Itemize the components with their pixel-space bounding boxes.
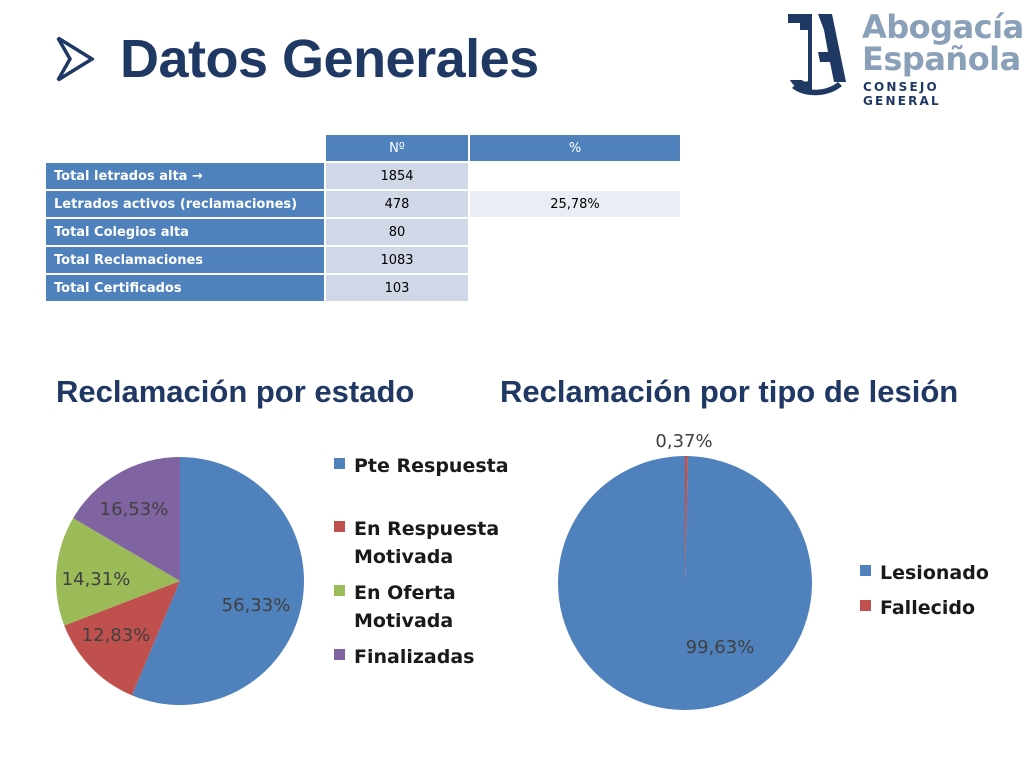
pie-data-label: 16,53% [100, 499, 169, 520]
chart-estado-title: Reclamación por estado [56, 374, 415, 409]
datos-table: Nº % Total letrados alta → 1854 Letrados… [44, 133, 682, 303]
logo-text-abogacia: Abogacía [862, 8, 1024, 46]
table-row-label: Total Certificados [46, 275, 324, 301]
legend-swatch [860, 600, 871, 611]
table-row-pct: 25,78% [470, 191, 680, 217]
pie-data-label: 56,33% [222, 595, 291, 616]
legend-swatch [334, 458, 345, 469]
legend-swatch [334, 521, 345, 532]
pie-slice [64, 581, 180, 696]
table-row-n: 478 [326, 191, 468, 217]
legend-swatch [334, 649, 345, 660]
table-row-n: 1083 [326, 247, 468, 273]
page-title: Datos Generales [120, 29, 539, 89]
table-row-label: Total Reclamaciones [46, 247, 324, 273]
legend-label: En Oferta [354, 582, 456, 604]
logo-text-consejo: CONSEJO GENERAL [863, 80, 941, 108]
legend-label: Pte Respuesta [354, 455, 509, 477]
table-row-label: Total letrados alta → [46, 163, 324, 189]
logo-mark-icon [788, 14, 846, 96]
pie-data-label: 0,37% [655, 431, 712, 452]
pie-slice [685, 456, 688, 583]
table-row-label: Letrados activos (reclamaciones) [46, 191, 324, 217]
pie-slice [131, 457, 304, 705]
legend-label: Finalizadas [354, 646, 474, 668]
legend-label: Motivada [354, 546, 453, 568]
pie-slice [557, 456, 812, 711]
legend-swatch [334, 585, 345, 596]
table-row: Total Colegios alta 80 [46, 219, 680, 245]
table-row-n: 103 [326, 275, 468, 301]
legend-label: En Respuesta [354, 518, 499, 540]
chart-lesion-title: Reclamación por tipo de lesión [500, 374, 959, 409]
table-row: Total letrados alta → 1854 [46, 163, 680, 189]
arrow-bullet-icon [56, 36, 94, 82]
pie-data-label: 99,63% [686, 637, 755, 658]
legend-label: Motivada [354, 610, 453, 632]
pie-slice [55, 518, 180, 626]
logo-text-espanola: Española [862, 40, 1021, 78]
legend-label: Fallecido [880, 597, 975, 619]
abogacia-logo: Abogacía Española CONSEJO GENERAL [784, 8, 1024, 108]
pie-slice [73, 457, 180, 581]
table-row-n: 1854 [326, 163, 468, 189]
legend-swatch [860, 565, 871, 576]
page-title-group: Datos Generales [56, 28, 539, 90]
legend-label: Lesionado [880, 562, 989, 584]
table-row-n: 80 [326, 219, 468, 245]
table-header-pct: % [470, 135, 680, 161]
table-row: Letrados activos (reclamaciones) 478 25,… [46, 191, 680, 217]
pie-data-label: 14,31% [62, 569, 131, 590]
pie-data-label: 12,83% [82, 625, 151, 646]
table-header-n: Nº [326, 135, 468, 161]
table-row: Total Reclamaciones 1083 [46, 247, 680, 273]
table-header-row: Nº % [46, 135, 680, 161]
table-row: Total Certificados 103 [46, 275, 680, 301]
table-row-label: Total Colegios alta [46, 219, 324, 245]
